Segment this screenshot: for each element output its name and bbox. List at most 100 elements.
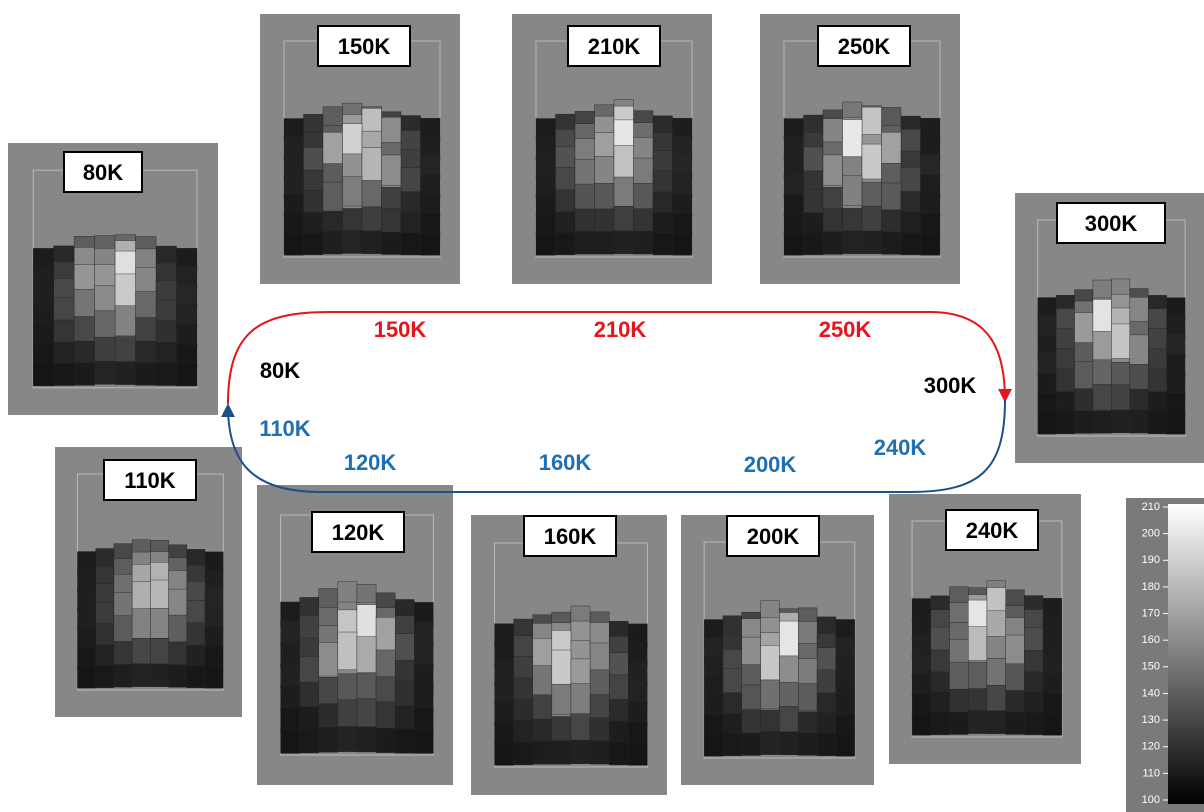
label-box xyxy=(945,509,1039,551)
surface-block xyxy=(95,622,115,648)
surface-block xyxy=(835,714,855,738)
surface-block xyxy=(280,621,300,647)
surface-block xyxy=(968,661,988,690)
surface-block xyxy=(930,626,950,654)
label-box xyxy=(567,25,661,67)
surface-block xyxy=(135,317,157,344)
surface-block xyxy=(73,362,95,386)
label-box xyxy=(1056,202,1166,244)
surface-block xyxy=(400,232,421,256)
surface-block xyxy=(513,741,533,765)
label-box xyxy=(63,151,143,193)
surface-block xyxy=(356,636,377,673)
surface-block xyxy=(361,206,382,232)
surface-block xyxy=(861,182,882,210)
surface-block xyxy=(594,183,615,211)
surface-block xyxy=(652,232,673,256)
surface-block xyxy=(911,653,931,678)
surface-block xyxy=(555,167,576,194)
surface-block xyxy=(1166,333,1186,357)
surface-block xyxy=(594,208,615,234)
surface-block xyxy=(574,159,595,189)
surface-block xyxy=(783,173,804,198)
surface-block xyxy=(798,711,818,736)
surface-block xyxy=(186,600,206,627)
surface-block xyxy=(176,324,198,348)
surface-block xyxy=(1166,392,1186,416)
surface-block xyxy=(1024,691,1044,716)
surface-block xyxy=(535,174,556,198)
surface-plot: 300K xyxy=(1015,193,1204,463)
surface-block xyxy=(652,212,673,236)
surface-block xyxy=(1024,627,1044,654)
surface-block xyxy=(535,213,556,237)
surface-block xyxy=(381,154,402,186)
loop-label: 110K xyxy=(259,416,310,441)
surface-block xyxy=(703,733,724,757)
surface-block xyxy=(574,208,595,234)
surface-block xyxy=(803,232,824,255)
surface-block xyxy=(494,742,514,766)
surface-block xyxy=(570,739,591,764)
colorbar-tick-label: 100 xyxy=(1142,794,1160,806)
surface-block xyxy=(1024,712,1044,735)
surface-block xyxy=(150,638,169,665)
colorbar-tick-label: 120 xyxy=(1142,741,1160,753)
surface-block xyxy=(150,608,169,639)
surface-block xyxy=(835,694,855,718)
surface-block xyxy=(168,588,188,620)
surface-block xyxy=(176,303,198,328)
surface-block xyxy=(400,167,421,194)
surface-block xyxy=(574,231,595,255)
surface-block xyxy=(779,706,799,733)
surface-block xyxy=(570,683,591,715)
surface-block xyxy=(356,698,377,727)
loop-label: 200K xyxy=(744,452,797,477)
surface-block xyxy=(842,230,863,254)
surface-block xyxy=(318,727,339,753)
surface-block xyxy=(760,709,780,735)
surface-block xyxy=(155,342,177,366)
surface-plot: 210K xyxy=(512,14,712,284)
surface-block xyxy=(361,180,382,209)
surface-block xyxy=(342,176,363,207)
surface-block xyxy=(628,701,648,726)
surface-block xyxy=(114,305,136,337)
loop-label: 240K xyxy=(874,435,927,460)
surface-block xyxy=(779,682,799,711)
surface-block xyxy=(672,173,693,198)
surface-block xyxy=(930,671,950,696)
surface-block xyxy=(337,673,358,704)
surface-block xyxy=(1166,411,1186,435)
colorbar-tick-label: 210 xyxy=(1142,501,1160,513)
panel-label: 80K xyxy=(83,160,123,185)
surface-block xyxy=(703,714,724,738)
surface-block xyxy=(589,740,610,765)
surface-block xyxy=(33,304,54,329)
surface-block xyxy=(303,232,324,255)
colorbar-tick-label: 170 xyxy=(1142,607,1160,619)
surface-block xyxy=(1148,368,1167,394)
surface-block xyxy=(949,711,969,735)
surface-block xyxy=(628,742,648,766)
surface-block xyxy=(741,709,761,735)
surface-block xyxy=(816,669,837,696)
surface-block xyxy=(318,703,339,730)
surface-block xyxy=(798,732,818,756)
surface-block xyxy=(861,230,882,254)
surface-plot: 110K xyxy=(55,447,242,717)
surface-block xyxy=(930,649,950,675)
surface-block xyxy=(803,212,824,236)
loop-label: 250K xyxy=(819,317,872,342)
loop-label: 300K xyxy=(924,373,977,398)
surface-block xyxy=(394,705,415,732)
surface-block xyxy=(986,658,1006,688)
panel-label: 200K xyxy=(747,524,800,549)
loop-label: 80K xyxy=(260,358,300,383)
surface-block xyxy=(613,176,634,207)
surface-block xyxy=(135,291,157,320)
surface-block xyxy=(911,673,931,697)
surface-block xyxy=(835,733,855,757)
surface-block xyxy=(53,342,75,366)
surface-plot: 200K xyxy=(681,515,874,785)
